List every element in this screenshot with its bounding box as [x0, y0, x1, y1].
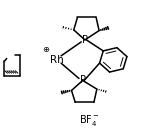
Text: P: P [82, 35, 88, 45]
Text: BF$_4^-$: BF$_4^-$ [79, 113, 100, 128]
Text: ⊕: ⊕ [42, 45, 49, 54]
Text: Rh: Rh [50, 55, 63, 65]
Text: P: P [80, 75, 86, 86]
